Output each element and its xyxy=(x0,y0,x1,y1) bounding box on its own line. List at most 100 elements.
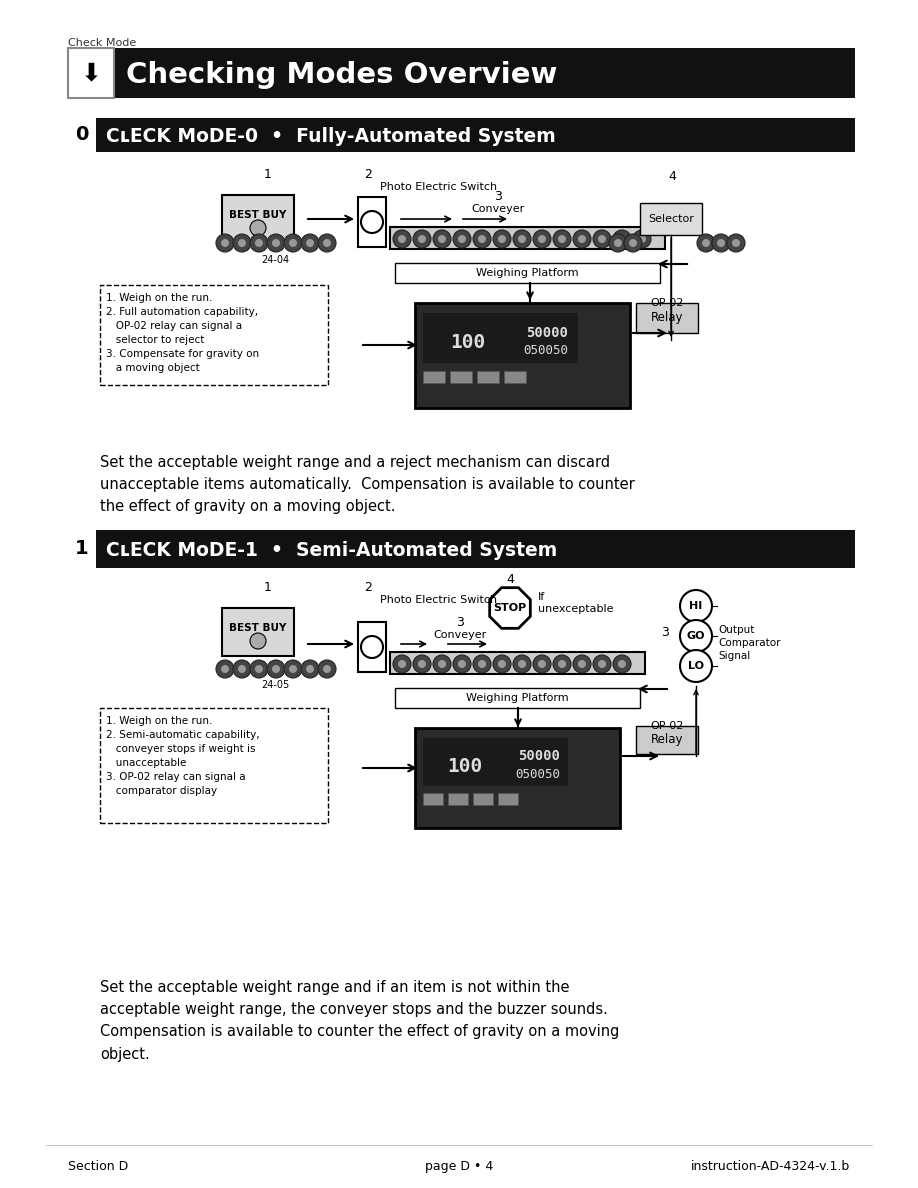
Circle shape xyxy=(255,239,263,247)
Circle shape xyxy=(558,235,566,244)
Circle shape xyxy=(216,234,234,252)
Circle shape xyxy=(393,655,411,672)
Circle shape xyxy=(306,239,314,247)
Circle shape xyxy=(473,230,491,248)
Text: 1. Weigh on the run.
2. Semi-automatic capability,
   conveyer stops if weight i: 1. Weigh on the run. 2. Semi-automatic c… xyxy=(106,716,260,796)
Circle shape xyxy=(233,661,251,678)
Bar xyxy=(390,227,665,249)
Circle shape xyxy=(593,655,611,672)
Bar xyxy=(423,794,443,805)
Circle shape xyxy=(533,655,551,672)
Bar xyxy=(448,794,468,805)
Circle shape xyxy=(702,239,710,247)
Bar xyxy=(395,263,660,283)
Text: 1: 1 xyxy=(264,581,272,594)
Circle shape xyxy=(284,661,302,678)
Circle shape xyxy=(250,234,268,252)
Bar xyxy=(68,48,855,97)
Circle shape xyxy=(613,230,631,248)
Circle shape xyxy=(318,661,336,678)
Text: 1. Weigh on the run.
2. Full automation capability,
   OP-02 relay can signal a
: 1. Weigh on the run. 2. Full automation … xyxy=(106,293,259,373)
Circle shape xyxy=(513,655,531,672)
Text: 100: 100 xyxy=(451,334,486,353)
Bar xyxy=(390,652,645,674)
Circle shape xyxy=(638,235,646,244)
Circle shape xyxy=(518,661,526,668)
Circle shape xyxy=(553,655,571,672)
Text: instruction-AD-4324-v.1.b: instruction-AD-4324-v.1.b xyxy=(690,1159,850,1173)
Bar xyxy=(358,197,386,247)
Text: 1: 1 xyxy=(264,168,272,181)
Text: OP-02: OP-02 xyxy=(650,298,684,308)
Text: Relay: Relay xyxy=(651,311,683,324)
Circle shape xyxy=(573,655,591,672)
Circle shape xyxy=(221,665,229,672)
Circle shape xyxy=(533,230,551,248)
Circle shape xyxy=(289,239,297,247)
Text: 4: 4 xyxy=(668,170,676,183)
Circle shape xyxy=(473,655,491,672)
Circle shape xyxy=(598,235,606,244)
Circle shape xyxy=(498,661,506,668)
Circle shape xyxy=(717,239,725,247)
Circle shape xyxy=(513,230,531,248)
Circle shape xyxy=(418,661,426,668)
Bar xyxy=(358,623,386,672)
Text: Checking Modes Overview: Checking Modes Overview xyxy=(126,61,557,89)
Circle shape xyxy=(453,230,471,248)
Bar xyxy=(423,312,578,364)
Text: 100: 100 xyxy=(447,757,483,776)
Circle shape xyxy=(361,211,383,233)
Circle shape xyxy=(323,239,331,247)
Text: Conveyer: Conveyer xyxy=(433,630,487,640)
Text: 3: 3 xyxy=(661,626,669,639)
Bar xyxy=(100,708,328,823)
Text: 2: 2 xyxy=(364,581,372,594)
Circle shape xyxy=(493,655,511,672)
Text: 24-05: 24-05 xyxy=(261,680,289,690)
Bar xyxy=(636,303,698,333)
Circle shape xyxy=(553,230,571,248)
Bar xyxy=(504,371,526,383)
Circle shape xyxy=(216,661,234,678)
Bar xyxy=(423,738,568,786)
Circle shape xyxy=(233,234,251,252)
Circle shape xyxy=(613,655,631,672)
Circle shape xyxy=(289,665,297,672)
Circle shape xyxy=(712,234,730,252)
Bar xyxy=(636,726,698,754)
Text: LO: LO xyxy=(688,661,704,671)
Circle shape xyxy=(593,230,611,248)
Text: Photo Electric Switch: Photo Electric Switch xyxy=(380,182,498,192)
Circle shape xyxy=(306,665,314,672)
Text: OP-02: OP-02 xyxy=(650,721,684,731)
Text: 50000: 50000 xyxy=(518,748,560,763)
Circle shape xyxy=(323,665,331,672)
Circle shape xyxy=(538,661,546,668)
Text: 1: 1 xyxy=(75,539,89,558)
Text: Output
Comparator
Signal: Output Comparator Signal xyxy=(718,625,780,662)
Text: Set the acceptable weight range and a reject mechanism can discard
unacceptable : Set the acceptable weight range and a re… xyxy=(100,455,634,514)
Bar xyxy=(423,371,445,383)
Text: GO: GO xyxy=(687,631,705,642)
Circle shape xyxy=(438,235,446,244)
Text: 50000: 50000 xyxy=(526,326,568,340)
Text: Section D: Section D xyxy=(68,1159,129,1173)
Circle shape xyxy=(301,234,319,252)
Circle shape xyxy=(221,239,229,247)
Circle shape xyxy=(272,665,280,672)
Circle shape xyxy=(398,661,406,668)
Text: Weighing Platform: Weighing Platform xyxy=(476,268,578,278)
Text: Weighing Platform: Weighing Platform xyxy=(465,693,568,703)
Text: 050050: 050050 xyxy=(515,767,560,781)
Circle shape xyxy=(727,234,745,252)
Bar xyxy=(68,530,855,568)
Bar xyxy=(68,530,96,568)
Text: Conveyer: Conveyer xyxy=(471,204,524,214)
Circle shape xyxy=(438,661,446,668)
Text: 24-04: 24-04 xyxy=(261,255,289,265)
Circle shape xyxy=(697,234,715,252)
Circle shape xyxy=(250,661,268,678)
Circle shape xyxy=(267,234,285,252)
Circle shape xyxy=(624,234,642,252)
